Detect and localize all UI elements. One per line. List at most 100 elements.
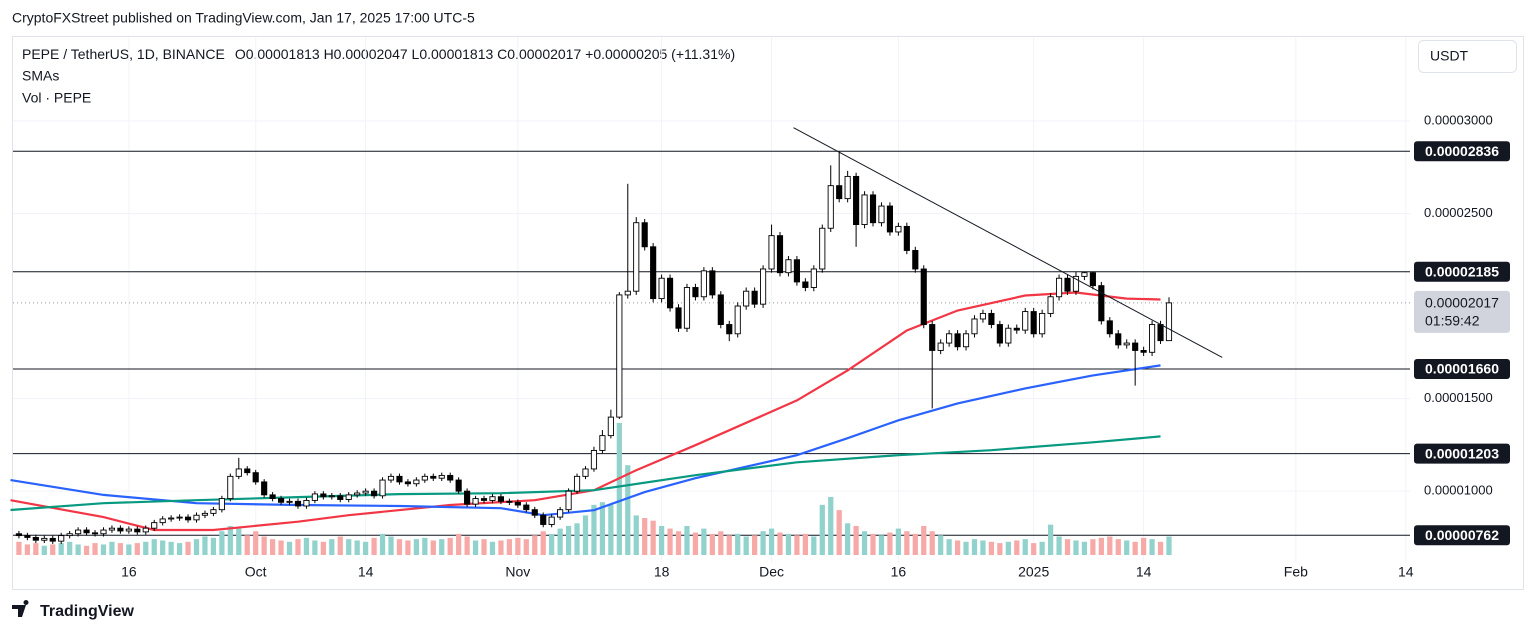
volume-bar	[878, 535, 885, 555]
candle-body	[946, 333, 953, 344]
candle-body	[692, 287, 699, 298]
candle-body	[1123, 342, 1130, 346]
candle-body	[447, 474, 454, 481]
candle-body	[413, 479, 420, 485]
volume-bar	[1132, 541, 1138, 555]
volume-bar	[92, 543, 98, 555]
candle-body	[49, 537, 56, 542]
candle-body	[717, 294, 724, 325]
volume-bar	[219, 531, 225, 555]
volume-bar	[253, 531, 259, 555]
level-label: 0.00001203	[1425, 445, 1499, 461]
candle-body	[1039, 312, 1046, 335]
volume-bar	[565, 525, 572, 555]
candle-body	[489, 496, 496, 501]
volume-bar	[1166, 536, 1172, 555]
currency-label[interactable]: USDT	[1430, 48, 1469, 64]
x-tick-label: Oct	[245, 564, 267, 580]
candle-body	[210, 509, 217, 514]
volume-bar	[193, 539, 200, 555]
ohlc: O0.00001813 H0.00002047 L0.00001813 C0.0…	[235, 46, 735, 62]
volume-bar	[83, 545, 90, 555]
volume-bar	[667, 528, 673, 555]
volume-bar	[143, 541, 149, 555]
candle-body	[294, 500, 302, 507]
candle-body	[912, 250, 919, 270]
candle-body	[159, 518, 166, 524]
volume-bar	[1141, 537, 1147, 555]
candle-body	[700, 270, 707, 298]
volume-bar	[227, 525, 233, 555]
candle-body	[244, 468, 251, 474]
candle-body	[1072, 275, 1080, 292]
candle-body	[303, 499, 310, 507]
y-tick-label: 0.00001500	[1424, 390, 1493, 405]
volume-bar	[371, 537, 377, 555]
candle-body	[83, 529, 90, 534]
candle-body	[184, 516, 192, 521]
candle-body	[1089, 272, 1096, 287]
candle-body	[785, 259, 792, 274]
volume-bar	[1005, 541, 1011, 555]
candle-body	[108, 527, 116, 531]
volume-bar	[692, 532, 699, 555]
candle-body	[548, 516, 555, 525]
x-tick-label: Feb	[1284, 564, 1308, 580]
last-price-label: 0.00002017	[1425, 295, 1499, 311]
candle-body	[624, 290, 631, 296]
volume-bar	[616, 423, 622, 555]
candle-body	[675, 307, 682, 329]
volume-bar	[346, 539, 352, 555]
candle-body	[878, 205, 885, 224]
candle-body	[1132, 342, 1139, 351]
y-tick-label: 0.00002500	[1424, 205, 1493, 220]
x-tick-label: 18	[654, 564, 670, 580]
volume-bar	[261, 536, 267, 555]
y-tick-label: 0.00003000	[1424, 112, 1493, 127]
candle-body	[24, 535, 31, 538]
volume-bar	[768, 528, 775, 555]
chart-frame	[12, 36, 1524, 590]
tv-logo	[12, 599, 29, 617]
candle-body	[523, 504, 530, 511]
x-tick-label: 14	[1398, 564, 1414, 580]
volume-bar	[1115, 539, 1121, 555]
candle-body	[582, 468, 589, 477]
volume-bar	[363, 541, 369, 555]
volume-bar	[836, 510, 842, 555]
volume-bar	[828, 496, 834, 555]
candle-body	[354, 492, 361, 496]
candle-body	[903, 225, 910, 251]
volume-bar	[743, 536, 749, 555]
volume-bar	[1047, 524, 1054, 555]
volume-bar	[777, 532, 783, 555]
candle-body	[760, 268, 767, 305]
volume-bar	[168, 541, 174, 555]
candle-body	[616, 294, 623, 418]
indicator-label[interactable]: SMAs	[22, 68, 59, 84]
volume-bar	[16, 541, 22, 555]
volume-bar	[591, 504, 597, 555]
currency-button[interactable]	[1418, 40, 1517, 73]
volume-bar	[929, 531, 935, 555]
brand: TradingView	[40, 603, 135, 620]
volume-bar	[980, 540, 986, 555]
candle-body	[929, 324, 936, 351]
candle-body	[1140, 350, 1147, 353]
candle-body	[142, 527, 149, 533]
volume-bar	[549, 533, 555, 555]
volume-bar	[210, 537, 217, 555]
level-label: 0.00001660	[1425, 361, 1499, 377]
candle-body	[937, 342, 944, 351]
volume-bar	[117, 543, 124, 555]
candle-body	[810, 268, 817, 288]
candle-body	[32, 536, 39, 541]
level-tag	[1414, 141, 1510, 162]
last-price-tag	[1414, 290, 1510, 333]
volume-bar	[557, 528, 563, 555]
volume-bar	[1073, 540, 1079, 555]
volume-bar	[650, 520, 656, 555]
indicator-label[interactable]: Vol · PEPE	[22, 90, 91, 106]
level-tag	[1414, 261, 1510, 282]
volume-bar	[447, 537, 453, 555]
